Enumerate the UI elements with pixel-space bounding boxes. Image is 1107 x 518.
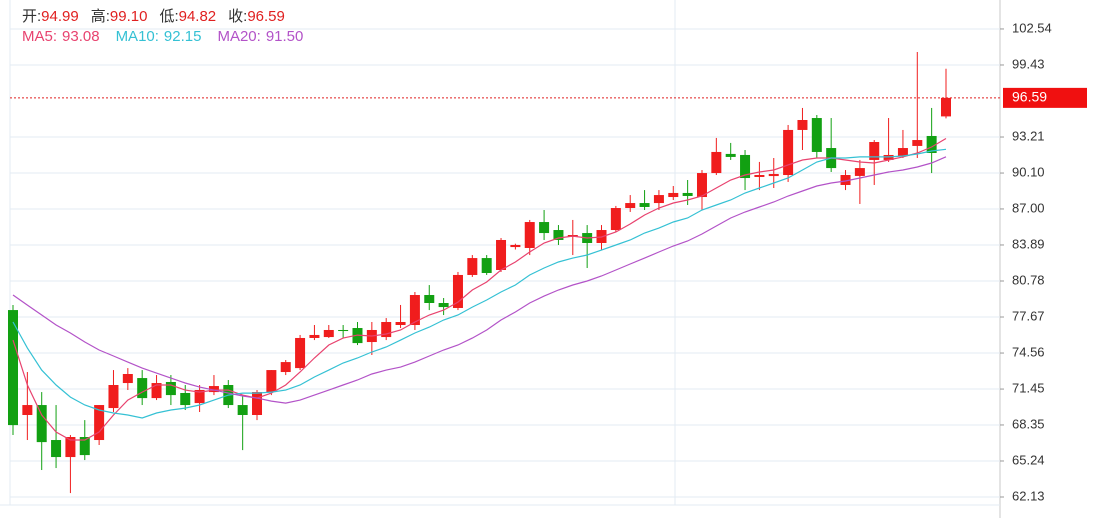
candle-body	[639, 203, 650, 207]
candle-body	[539, 222, 550, 234]
ma-legend-name: MA20:	[217, 28, 261, 45]
candle-body	[610, 208, 621, 231]
candle-body	[696, 173, 707, 198]
candle-body	[496, 239, 507, 270]
y-tick-label: 77.67	[1012, 308, 1045, 323]
candle-body	[381, 321, 392, 338]
candle-body	[208, 386, 219, 393]
candle-body	[409, 295, 420, 326]
candle-body	[165, 381, 176, 396]
candle-body	[194, 389, 205, 404]
quote-value: 94.99	[41, 8, 79, 25]
ma-legend-name: MA5:	[22, 28, 58, 45]
y-tick-label: 99.43	[1012, 56, 1045, 71]
candle-body	[811, 118, 822, 152]
candle-body	[108, 385, 119, 409]
candle-body	[668, 192, 679, 198]
candle-body	[553, 230, 564, 240]
ma-legend-value: 93.08	[62, 28, 100, 45]
candle-body	[783, 129, 794, 176]
candle-body	[452, 274, 463, 308]
ma-legend-value: 92.15	[163, 28, 202, 45]
quote-value: 94.82	[178, 8, 217, 25]
candle-body	[912, 140, 923, 146]
candle-body	[395, 321, 406, 326]
quote-label: 低:	[159, 8, 179, 25]
candle-body	[926, 135, 937, 154]
candle-body	[22, 405, 33, 416]
candle-body	[625, 203, 636, 209]
candle-body	[51, 440, 62, 458]
candle-body	[137, 378, 148, 399]
candle-body	[8, 310, 18, 426]
candle-body	[280, 362, 291, 373]
ma-legend-value: 91.50	[265, 28, 304, 45]
candle-body	[266, 370, 277, 393]
price-label: 96.59	[1012, 89, 1047, 105]
y-tick-label: 87.00	[1012, 200, 1045, 215]
quote-row: 开:94.99 高:99.10 低:94.82 收:96.59	[22, 5, 297, 26]
ma-line	[12, 156, 947, 404]
ma-legend: MA5: 93.08 MA10: 92.15 MA20: 91.50	[22, 28, 319, 45]
ma-line	[12, 148, 947, 419]
y-tick-label: 65.24	[1012, 452, 1045, 467]
candle-body	[338, 329, 349, 332]
quote-value: 96.59	[247, 8, 285, 25]
price-label-bg	[1003, 87, 1087, 108]
candle-body	[122, 374, 133, 384]
quote-value: 99.10	[109, 8, 148, 25]
y-tick-label: 83.89	[1012, 236, 1045, 251]
candle-body	[682, 192, 693, 196]
candle-body	[252, 392, 263, 416]
candle-body	[711, 151, 722, 174]
candle-body	[797, 119, 808, 130]
candle-body	[854, 168, 865, 176]
candle-body	[768, 173, 779, 177]
quote-label: 收:	[228, 8, 248, 25]
candle-body	[237, 405, 248, 416]
ma-line	[12, 137, 947, 441]
candle-body	[36, 405, 47, 443]
candle-body	[524, 222, 535, 248]
candle-body	[424, 295, 435, 303]
candle-body	[725, 153, 736, 157]
candle-body	[653, 195, 664, 204]
candle-body	[295, 337, 306, 369]
candle-body	[309, 334, 320, 338]
candle-body	[180, 392, 191, 406]
y-tick-label: 80.78	[1012, 272, 1045, 287]
quote-label: 高:	[90, 8, 110, 25]
candle-body	[740, 154, 751, 179]
candle-body	[438, 303, 449, 308]
ma-legend-name: MA10:	[115, 28, 159, 45]
candle-body	[323, 329, 334, 338]
y-tick-label: 71.45	[1012, 380, 1045, 395]
y-tick-label: 102.54	[1012, 20, 1052, 35]
y-tick-label: 74.56	[1012, 344, 1045, 359]
candle-body	[754, 175, 765, 177]
candle-body	[897, 148, 908, 157]
candle-body	[467, 258, 478, 275]
y-tick-label: 90.10	[1012, 164, 1045, 179]
candle-body	[510, 244, 521, 248]
y-tick-label: 62.13	[1012, 488, 1045, 503]
candle-body	[869, 142, 880, 160]
candle-body	[941, 97, 951, 117]
y-tick-label: 68.35	[1012, 416, 1045, 431]
candle-body	[65, 437, 76, 458]
candle-body	[151, 383, 162, 399]
candle-body	[94, 405, 105, 441]
y-tick-label: 93.21	[1012, 128, 1045, 143]
candle-body	[840, 175, 851, 185]
quote-label: 开:	[22, 8, 42, 25]
candle-body	[79, 437, 90, 456]
candle-body	[481, 258, 492, 274]
